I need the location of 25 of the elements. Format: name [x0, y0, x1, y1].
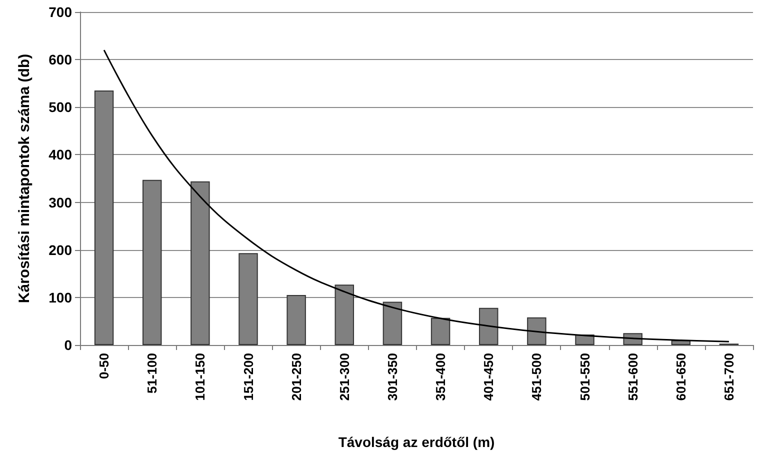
x-tick-label: 101-150	[192, 353, 208, 401]
x-tick-label: 451-500	[529, 353, 544, 401]
x-tick-label: 651-700	[721, 353, 736, 401]
x-tick-label: 551-600	[625, 353, 640, 401]
x-tick-label: 401-450	[481, 353, 496, 401]
x-tick-label: 351-400	[433, 353, 448, 401]
x-tick-label: 0-50	[96, 353, 112, 380]
x-tick-label: 501-550	[577, 353, 592, 401]
y-tick-label: 200	[48, 242, 72, 258]
y-tick-label: 400	[48, 146, 72, 163]
x-tick-label: 301-350	[384, 353, 400, 401]
x-tick-label: 201-250	[288, 353, 304, 401]
y-tick-label: 500	[48, 99, 72, 116]
line-series	[103, 49, 730, 342]
x-tick-label: 51-100	[144, 353, 160, 394]
y-tick-label: 700	[48, 4, 72, 20]
y-tick-label: 600	[48, 52, 72, 68]
y-tick-label: 0	[64, 337, 72, 353]
y-tick-label: 300	[48, 194, 72, 210]
x-tick-label: 251-300	[336, 353, 352, 401]
x-tick-label: 151-200	[240, 353, 256, 401]
y-tick-label: 100	[48, 289, 72, 306]
x-tick-label: 601-650	[673, 353, 688, 401]
x-axis-title: Távolság az erdőtől (m)	[338, 434, 495, 450]
y-axis-title: Károsítási mintapontok száma (db)	[16, 54, 33, 304]
